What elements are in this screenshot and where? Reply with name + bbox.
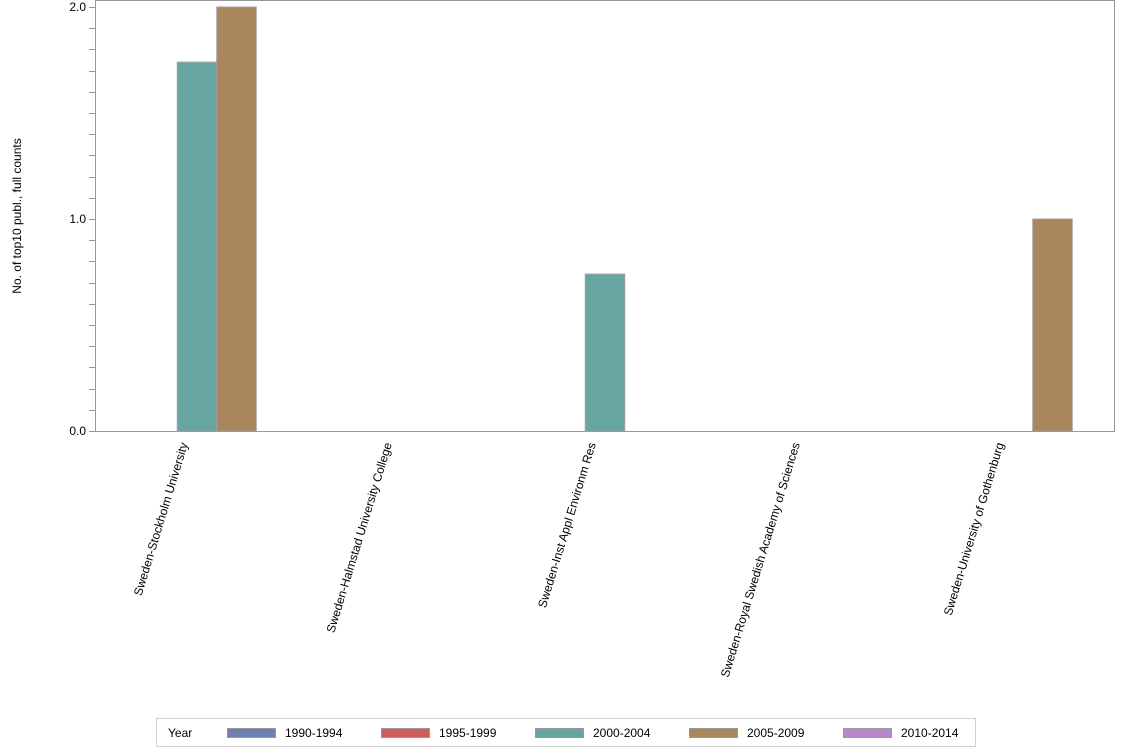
bar-2005-2009 (216, 6, 257, 432)
legend-title: Year (168, 726, 193, 740)
y-axis-title: No. of top10 publ., full counts (10, 138, 24, 294)
legend-swatch (535, 728, 584, 738)
bar-2000-2004 (584, 273, 626, 432)
legend-label: 1995-1999 (439, 726, 497, 740)
bar-2000-2004 (176, 61, 218, 432)
y-tick-label: 0.0 (69, 424, 86, 438)
legend: Year 1990-1994 1995-1999 2000-2004 2005-… (156, 718, 976, 747)
x-tick-label: Sweden-Stockholm University (131, 441, 191, 598)
legend-label: 2005-2009 (747, 726, 805, 740)
legend-label: 2000-2004 (593, 726, 651, 740)
x-tick-label: Sweden-Inst Appl Environm Res (535, 441, 599, 610)
x-tick-label: Sweden-Halmstad University College (324, 440, 395, 634)
y-axis-label: No. of top10 publ., full counts (7, 138, 27, 293)
x-tick-label: Sweden-Royal Swedish Academy of Sciences (718, 441, 803, 679)
legend-swatch (843, 728, 892, 738)
y-tick-label: 1.0 (69, 212, 86, 226)
legend-swatch (689, 728, 738, 738)
x-axis-labels: Sweden-Stockholm University Sweden-Halmst… (95, 431, 1115, 679)
legend-swatch (227, 728, 276, 738)
bars (176, 6, 1073, 432)
legend-label: 2010-2014 (901, 726, 959, 740)
legend-label: 1990-1994 (285, 726, 343, 740)
bar-2005-2009 (1032, 218, 1073, 432)
legend-swatch (381, 728, 430, 738)
y-axis: 0.0 1.0 2.0 (69, 0, 95, 438)
y-tick-label: 2.0 (69, 0, 86, 14)
x-tick-label: Sweden-University of Gothenburg (941, 441, 1007, 617)
